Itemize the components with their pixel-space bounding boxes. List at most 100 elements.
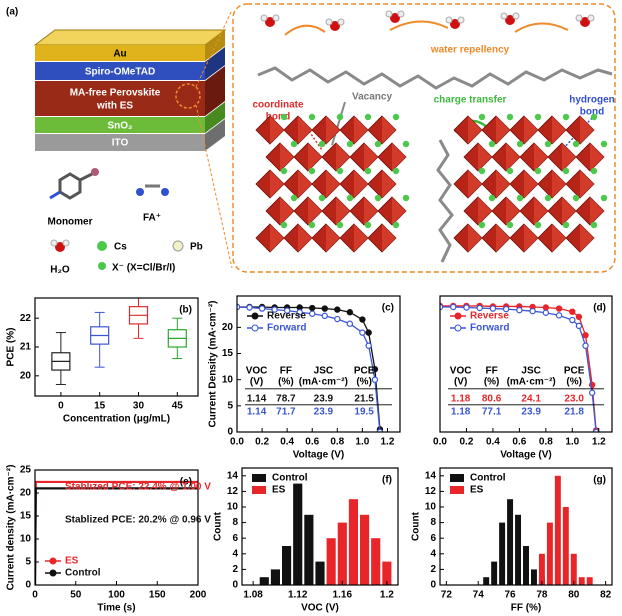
octahedron-face xyxy=(270,224,284,252)
legend-label: Forward xyxy=(267,323,306,334)
y-tick-label: 0 xyxy=(430,580,436,591)
series-line xyxy=(35,487,198,585)
water xyxy=(390,13,400,23)
legend-marker xyxy=(454,312,462,320)
layer-label: ITO xyxy=(112,138,129,149)
table-header: (V) xyxy=(250,376,263,387)
hist-bar xyxy=(491,561,498,585)
water xyxy=(330,21,340,31)
table-header: VOC xyxy=(246,365,268,376)
y-tick-label: 10 xyxy=(227,502,239,513)
octahedron-face xyxy=(524,116,538,144)
cation xyxy=(290,140,298,148)
layer-side xyxy=(205,102,225,133)
table-cell: 23.0 xyxy=(564,393,584,404)
hist-bar xyxy=(270,569,280,585)
panel-label: (a) xyxy=(6,7,18,18)
series-line xyxy=(35,480,198,585)
octahedron-face xyxy=(468,170,482,198)
cs-icon xyxy=(97,241,107,251)
water xyxy=(505,15,515,25)
table-header: FF xyxy=(485,365,497,376)
point xyxy=(476,304,483,312)
table-cell: 80.6 xyxy=(482,393,502,404)
device-stack: Au Spiro-OMeTAD MA-free Perovskite with … xyxy=(33,9,233,269)
point xyxy=(575,313,583,321)
point xyxy=(271,306,278,313)
layer-label: Spiro-OMeTAD xyxy=(85,67,155,78)
water xyxy=(575,14,583,22)
table-cell: 1.14 xyxy=(247,406,267,417)
y-tick-label: 5 xyxy=(227,400,233,411)
molecule-label: FA⁺ xyxy=(143,213,161,224)
panel-label: (d) xyxy=(593,303,606,314)
panel-label: (g) xyxy=(593,475,606,486)
octahedron-face xyxy=(336,197,350,225)
x-axis-title: Voltage (V) xyxy=(500,450,551,461)
water xyxy=(325,18,333,26)
table-header: (%) xyxy=(356,376,372,387)
octahedron-face xyxy=(524,170,538,198)
octahedron-face xyxy=(392,197,406,225)
mechanism-label: coordinate xyxy=(252,100,304,111)
octahedron-face xyxy=(354,170,368,198)
cation xyxy=(600,140,608,148)
hist-bar xyxy=(546,522,553,585)
hist-bar xyxy=(507,499,514,585)
layer-side xyxy=(205,66,225,116)
y-tick-label: 25 xyxy=(20,465,32,476)
y-tick-label: 20 xyxy=(20,488,32,499)
water xyxy=(260,14,268,22)
table-header: (V) xyxy=(454,376,467,387)
cation xyxy=(318,140,326,148)
cation xyxy=(374,194,382,202)
x-axis-title: VOC (V) xyxy=(301,603,339,614)
y-axis-title: Count xyxy=(411,511,422,541)
x-axis-title: FF (%) xyxy=(511,603,542,614)
x-tick-label: 0.6 xyxy=(305,437,319,448)
hist-bar xyxy=(515,514,522,585)
octahedron-face xyxy=(580,170,594,198)
legend-label: Forward xyxy=(470,323,509,334)
octahedron-face xyxy=(354,116,368,144)
point xyxy=(529,307,536,315)
octahedron-face xyxy=(326,170,340,198)
y-tick-label: 12 xyxy=(425,486,437,497)
water-icon xyxy=(62,239,70,247)
layer-side xyxy=(205,119,225,151)
y-axis-title: Current density (mA·cm⁻²) xyxy=(6,465,17,591)
point xyxy=(555,312,563,319)
cation xyxy=(562,221,570,229)
table-cell: 21.5 xyxy=(354,393,374,404)
legend-marker xyxy=(454,324,462,332)
arrow xyxy=(284,24,326,36)
octahedron-face xyxy=(590,197,604,225)
water xyxy=(265,17,275,27)
octahedron-face xyxy=(270,170,284,198)
layer-ito xyxy=(35,134,205,151)
table-header: FF xyxy=(280,365,292,376)
octahedron-face xyxy=(580,116,594,144)
cation xyxy=(280,221,288,229)
y-tick-label: 4 xyxy=(430,548,436,559)
plot-frame xyxy=(34,469,199,586)
legend-label: Control xyxy=(65,568,101,579)
point xyxy=(440,303,444,311)
x-tick-label: 0.4 xyxy=(486,437,500,448)
layer-top xyxy=(33,29,227,46)
x-axis-title: Time (s) xyxy=(97,603,135,614)
octahedron-face xyxy=(468,224,482,252)
x-tick-label: 0.8 xyxy=(330,437,344,448)
table-cell: 1.18 xyxy=(451,393,471,404)
octahedron-face xyxy=(364,143,378,171)
table-header: JSC xyxy=(521,365,540,376)
plot xyxy=(259,483,392,585)
cation xyxy=(392,113,400,121)
cation xyxy=(488,194,496,202)
hist-bar xyxy=(483,577,490,585)
x-tick-label: 1.0 xyxy=(565,437,579,448)
layer-spiro xyxy=(35,62,205,80)
point xyxy=(237,303,241,311)
point xyxy=(555,305,563,312)
y-axis-title: PCE (%) xyxy=(6,328,17,367)
